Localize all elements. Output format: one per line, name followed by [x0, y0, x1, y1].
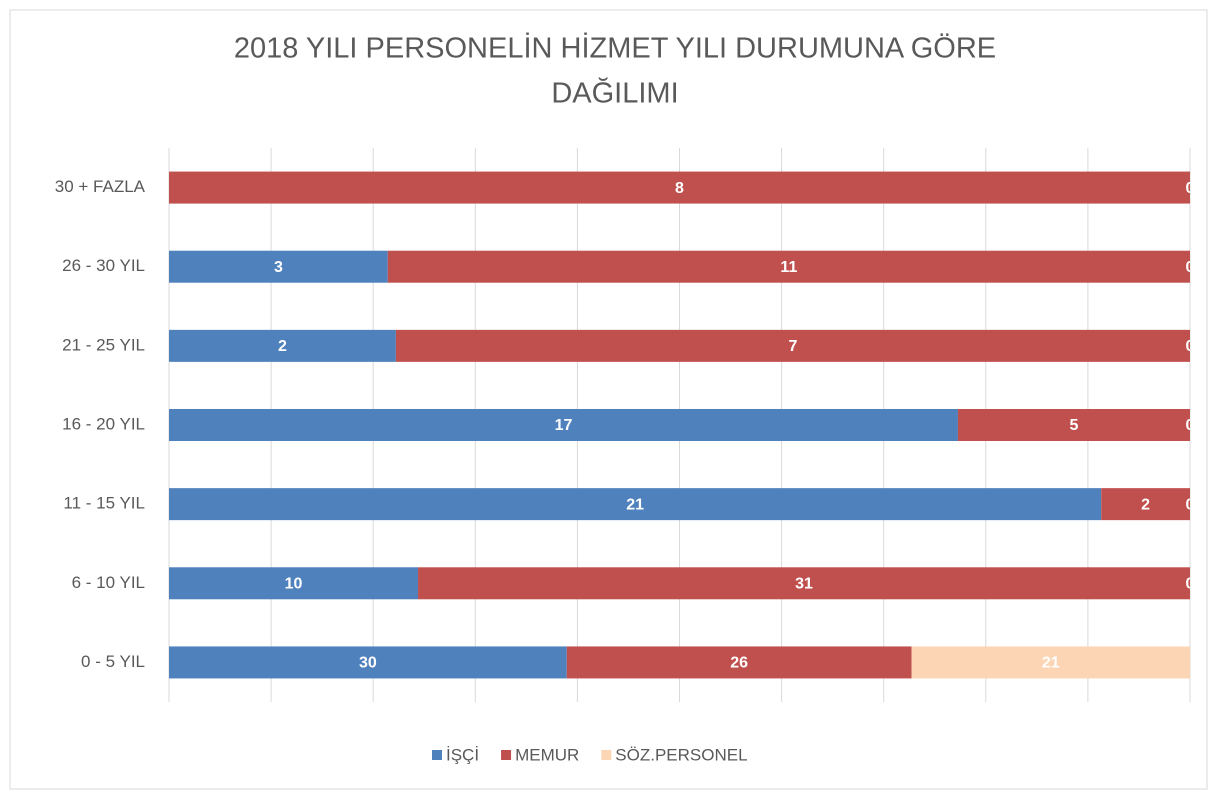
bar-segment [169, 567, 419, 600]
data-label: 8 [675, 180, 684, 197]
data-label: 0 [1186, 576, 1195, 593]
bar-segment [418, 567, 1190, 600]
legend-swatch [601, 750, 612, 760]
data-label: 26 [730, 655, 748, 672]
y-tick-label: 11 - 15 YIL [63, 494, 145, 513]
y-tick-label: 6 - 10 YIL [72, 573, 145, 592]
data-label: 2 [278, 338, 287, 355]
data-label: 2 [1141, 496, 1150, 513]
data-label: 30 [359, 655, 377, 672]
data-label: 5 [1070, 417, 1079, 434]
y-tick-label: 0 - 5 YIL [81, 652, 145, 671]
legend-swatch [432, 750, 442, 760]
y-tick-label: 21 - 25 YIL [62, 335, 145, 354]
bar-segment [169, 409, 958, 441]
legend-label: SÖZ.PERSONEL [615, 745, 747, 764]
data-label: 7 [788, 338, 797, 355]
data-label: 21 [1042, 655, 1060, 672]
chart-title: DAĞILIMI [551, 77, 678, 110]
data-label: 10 [285, 576, 303, 593]
plot: 30262110310212017502703110080 [169, 171, 1195, 679]
data-label: 0 [1186, 496, 1195, 513]
legend-label: İŞÇİ [446, 745, 479, 764]
y-tick-label: 26 - 30 YIL [62, 256, 145, 275]
bar-segment [169, 488, 1102, 521]
bar-segment [169, 250, 388, 283]
bar-segment [911, 646, 1190, 679]
data-label: 11 [780, 259, 797, 276]
bar-segment [395, 329, 1190, 362]
bar-segment [566, 646, 912, 679]
y-tick-label: 16 - 20 YIL [62, 414, 145, 433]
data-label: 0 [1186, 259, 1195, 276]
data-label: 17 [555, 417, 573, 434]
legend-swatch [501, 750, 512, 760]
data-label: 21 [626, 496, 644, 513]
data-label: 3 [274, 259, 283, 276]
bar-segment [957, 409, 1190, 441]
legend-label: MEMUR [515, 745, 579, 764]
data-label: 0 [1186, 417, 1195, 434]
bar-segment [169, 329, 396, 362]
bar-segment [169, 171, 1190, 204]
y-tick-label: 30 + FAZLA [55, 177, 146, 196]
bar-segment [387, 250, 1190, 283]
data-label: 0 [1186, 338, 1195, 355]
bar-segment [1101, 488, 1190, 521]
data-label: 31 [795, 576, 813, 593]
data-label: 0 [1186, 180, 1195, 197]
chart-title: 2018 YILI PERSONELİN HİZMET YILI DURUMUN… [234, 32, 996, 65]
bar-segment [169, 646, 567, 679]
